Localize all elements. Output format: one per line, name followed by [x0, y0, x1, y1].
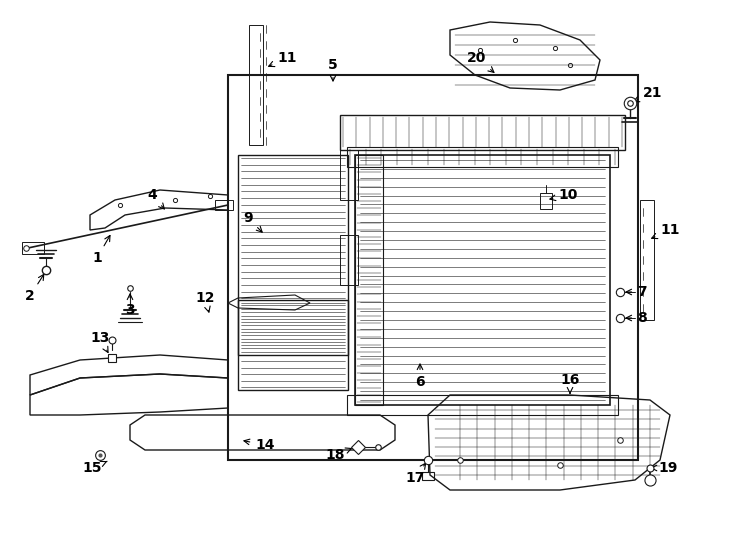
- Text: 21: 21: [633, 86, 663, 102]
- Bar: [238, 300, 348, 390]
- Text: 16: 16: [560, 373, 580, 393]
- Text: 2: 2: [25, 274, 44, 303]
- Bar: [215, 200, 233, 210]
- Bar: [347, 395, 618, 415]
- Bar: [640, 200, 654, 320]
- Bar: [355, 155, 383, 405]
- Text: 14: 14: [244, 438, 275, 452]
- Text: 18: 18: [325, 448, 352, 462]
- Text: 15: 15: [82, 461, 107, 475]
- Text: 4: 4: [147, 188, 164, 209]
- Text: 10: 10: [550, 188, 578, 202]
- Bar: [340, 115, 625, 150]
- Text: 13: 13: [90, 331, 109, 353]
- Text: 5: 5: [328, 58, 338, 81]
- Text: 1: 1: [92, 235, 110, 265]
- Text: 9: 9: [243, 211, 262, 232]
- Text: 6: 6: [415, 364, 425, 389]
- Text: 19: 19: [651, 461, 677, 475]
- Text: 11: 11: [652, 223, 680, 239]
- Bar: [355, 155, 610, 405]
- Bar: [422, 472, 434, 480]
- Bar: [340, 150, 358, 200]
- Text: 17: 17: [405, 463, 426, 485]
- Bar: [228, 75, 638, 460]
- Text: 11: 11: [269, 51, 297, 66]
- Text: 7: 7: [626, 285, 647, 299]
- Text: 3: 3: [126, 294, 135, 317]
- Bar: [249, 25, 263, 145]
- Text: 12: 12: [195, 291, 215, 312]
- Text: 8: 8: [626, 311, 647, 325]
- Bar: [22, 242, 44, 254]
- Bar: [540, 193, 552, 209]
- Text: 20: 20: [468, 51, 494, 72]
- Bar: [340, 235, 358, 285]
- Bar: [238, 155, 348, 355]
